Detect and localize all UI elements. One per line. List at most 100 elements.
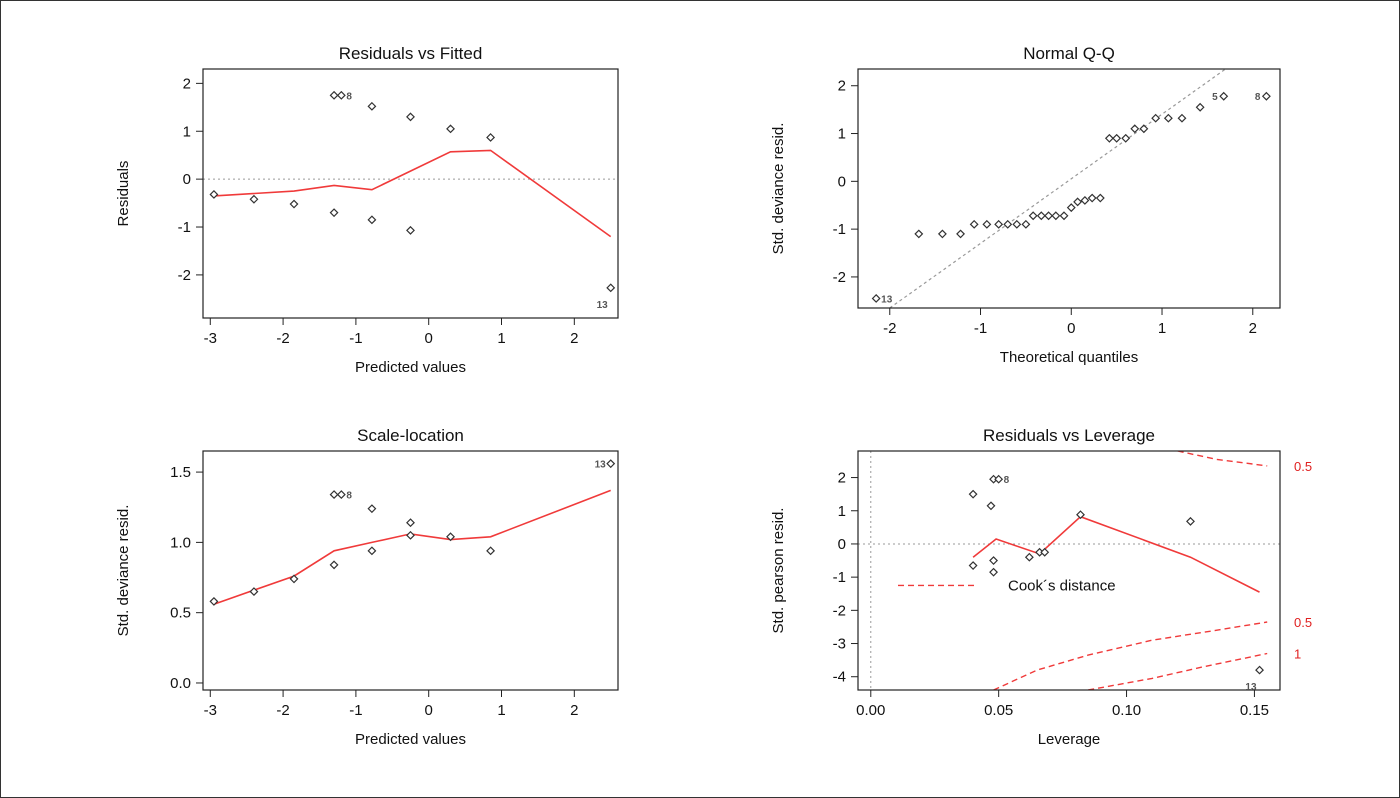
data-point [986, 501, 996, 511]
data-point [406, 112, 415, 122]
cooks-distance-label: 0.5 [1294, 615, 1312, 630]
y-tick-label: -1 [833, 569, 846, 586]
data-point [1028, 211, 1038, 221]
y-tick-label: -1 [833, 221, 846, 238]
chart-title: Residuals vs Leverage [983, 426, 1155, 445]
x-tick-label: 0.00 [856, 702, 885, 719]
plot-frame [857, 450, 1281, 691]
data-point [1073, 197, 1083, 207]
x-tick-label: -1 [349, 702, 362, 719]
data-point [1051, 211, 1061, 221]
x-tick-label: 0 [1067, 320, 1075, 337]
data-point [1021, 219, 1031, 229]
plot-area [203, 90, 618, 293]
data-point [329, 490, 339, 500]
y-tick-label: 1 [838, 503, 846, 520]
data-point [367, 546, 377, 556]
x-tick-label: 0.05 [984, 702, 1013, 719]
point-label: 13 [597, 300, 609, 311]
panel-2: Normal Q-Q Theoretical quantiles Std. devi… [770, 44, 1281, 366]
x-tick-label: 0.15 [1240, 702, 1269, 719]
chart-title: Scale-location [357, 426, 464, 445]
smoother-line [213, 149, 612, 238]
data-point [209, 190, 219, 199]
y-tick-label: -1 [178, 219, 191, 236]
data-point [1059, 211, 1069, 221]
data-point [336, 90, 346, 100]
data-point [406, 225, 415, 235]
data-point [406, 530, 415, 540]
data-point [1095, 193, 1105, 203]
data-point [1012, 219, 1022, 229]
point-label: 13 [1245, 682, 1257, 693]
x-axis-label: Leverage [1038, 731, 1101, 748]
point-label: 8 [1004, 475, 1010, 486]
data-point [606, 283, 616, 293]
y-axis-label: Std. pearson resid. [770, 508, 787, 634]
cooks-distance-curve [993, 621, 1268, 690]
data-point [1066, 203, 1076, 213]
smoother-line [213, 489, 611, 605]
y-tick-label: 0 [183, 171, 191, 188]
data-point [1139, 124, 1149, 134]
data-point [1151, 113, 1161, 123]
plot-frame [202, 68, 619, 319]
data-point [486, 546, 496, 556]
data-point [1186, 516, 1195, 526]
data-point [289, 199, 299, 209]
qq-reference-line [889, 69, 1226, 308]
legend: Cook´s distance [898, 577, 1116, 594]
y-tick-label: 1.5 [170, 464, 191, 481]
y-tick-label: 2 [838, 78, 846, 95]
data-point [989, 556, 998, 565]
data-point [1024, 552, 1034, 562]
legend-label: Cook´s distance [1008, 577, 1116, 594]
x-tick-label: 2 [570, 330, 578, 347]
y-tick-label: 2 [183, 75, 191, 92]
data-point [486, 133, 496, 142]
data-point [1177, 113, 1187, 123]
plot-area [871, 69, 1271, 308]
data-point [1044, 211, 1054, 221]
data-point [406, 518, 415, 528]
data-point [968, 489, 978, 499]
data-point [1003, 219, 1013, 229]
x-tick-label: 1 [497, 330, 505, 347]
x-tick-label: 1 [1158, 320, 1166, 337]
data-point [1112, 133, 1122, 143]
data-point [1076, 510, 1085, 520]
data-point [1130, 124, 1140, 134]
x-tick-label: 1 [497, 702, 505, 719]
y-tick-label: 1.0 [170, 534, 191, 551]
data-point [1036, 211, 1046, 221]
y-tick-label: 0.0 [170, 675, 191, 692]
data-point [446, 532, 455, 542]
x-tick-label: 0 [425, 702, 433, 719]
cooks-distance-label: 0.5 [1294, 459, 1312, 474]
data-point [367, 101, 377, 111]
y-tick-label: 0 [838, 536, 846, 553]
y-axis-label: Std. deviance resid. [770, 123, 787, 255]
point-label: 8 [346, 491, 352, 502]
y-tick-label: 0.5 [170, 605, 191, 622]
x-tick-label: -2 [276, 702, 289, 719]
panel-1: Residuals vs Fitted Predicted values Resid… [115, 44, 619, 376]
y-tick-label: 1 [183, 123, 191, 140]
data-point [914, 229, 924, 239]
point-label: 8 [346, 91, 352, 102]
data-point [606, 459, 616, 469]
data-point [956, 229, 965, 239]
data-point [367, 504, 377, 514]
y-tick-label: 0 [838, 173, 846, 190]
data-point [1121, 133, 1131, 143]
data-point [982, 219, 992, 229]
data-point [1261, 91, 1271, 101]
data-point [367, 215, 377, 225]
x-tick-label: -1 [974, 320, 987, 337]
smoother-line [972, 515, 1260, 593]
data-point [989, 567, 998, 577]
data-point [209, 596, 219, 606]
data-point [336, 490, 346, 500]
cooks-distance-label: 1 [1294, 646, 1301, 661]
